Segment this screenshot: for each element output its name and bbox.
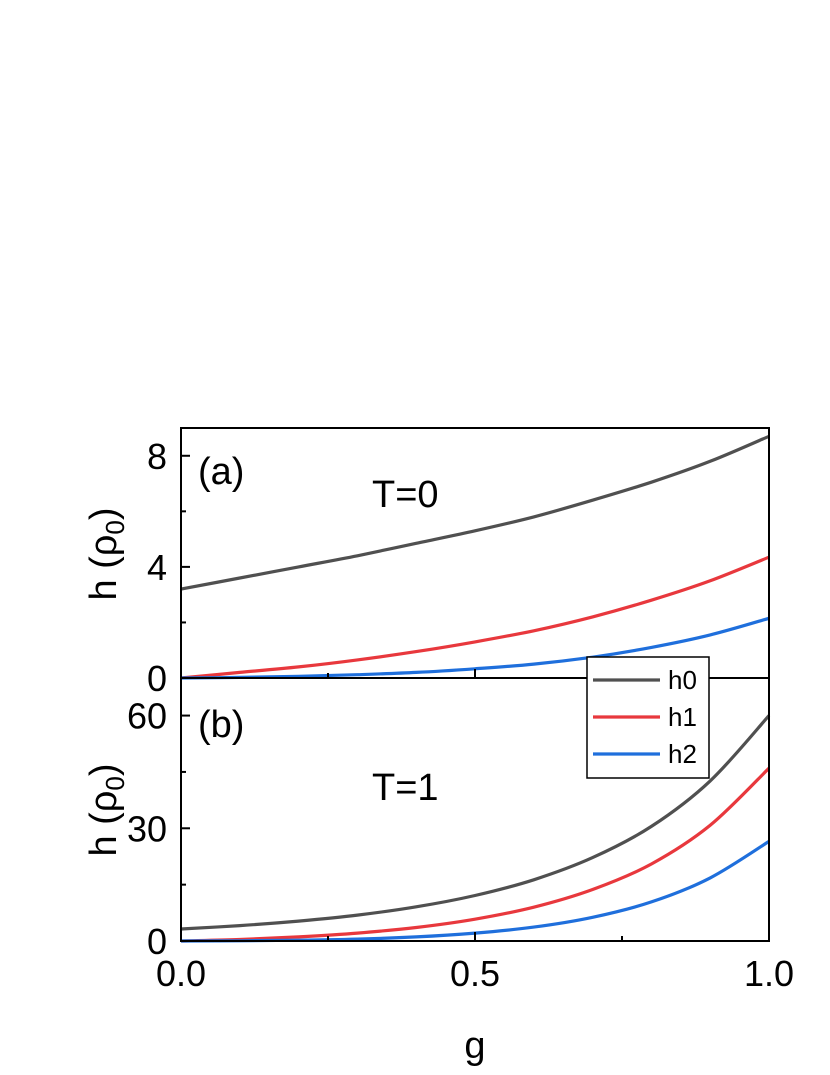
panel-b-ylabel: h (ρ0) xyxy=(83,763,130,856)
series-line-h0-panel-b xyxy=(180,714,771,931)
y-tick-label-a: 0 xyxy=(147,658,167,699)
panel-b-annotation: T=1 xyxy=(372,767,439,809)
x-tick-label: 0.0 xyxy=(156,953,206,994)
panel-a-annotation: T=0 xyxy=(372,474,439,516)
panel-a: 0 4 8 (a) T=0 h (ρ0) xyxy=(83,427,770,699)
series-line-h2-panel-a xyxy=(180,616,770,680)
y-tick-label-a: 8 xyxy=(147,436,167,477)
panel-a-ylabel: h (ρ0) xyxy=(83,507,130,600)
panel-a-y-ticks: 0 4 8 xyxy=(147,436,190,699)
series-line-h1-panel-b xyxy=(180,767,771,943)
legend-label-h0: h0 xyxy=(668,665,697,695)
x-axis-title: g xyxy=(464,1025,485,1067)
y-tick-label-b: 30 xyxy=(127,808,167,849)
panel-a-label: (a) xyxy=(198,451,244,493)
x-tick-label: 1.0 xyxy=(744,953,794,994)
panel-b-x-ticks xyxy=(180,932,770,941)
x-tick-label: 0.5 xyxy=(450,953,500,994)
y-tick-label-b: 60 xyxy=(127,696,167,737)
legend-label-h2: h2 xyxy=(668,739,697,769)
legend-label-h1: h1 xyxy=(668,702,697,732)
x-tick-labels: 0.0 0.5 1.0 xyxy=(156,953,794,994)
series-line-h2-panel-b xyxy=(180,840,770,943)
y-tick-label-a: 4 xyxy=(147,547,167,588)
panel-b-label: (b) xyxy=(198,704,244,746)
series-line-h1-panel-a xyxy=(180,555,770,680)
panel-b-y-ticks: 0 30 60 xyxy=(127,696,190,962)
legend: h0 h1 h2 xyxy=(586,656,710,779)
y-tick-label-b: 0 xyxy=(147,921,167,962)
panel-a-series-lines xyxy=(180,434,770,680)
series-line-h0-panel-a xyxy=(180,434,770,591)
